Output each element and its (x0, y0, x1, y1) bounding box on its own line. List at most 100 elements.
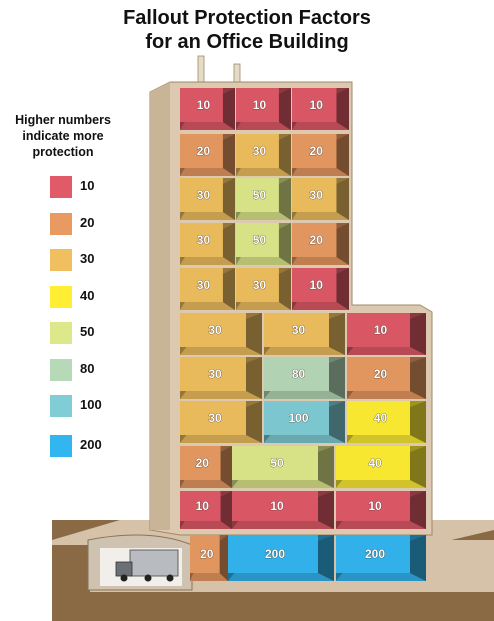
room-side-wall (329, 401, 345, 443)
room-side-wall (222, 223, 235, 265)
room-face (236, 88, 279, 122)
room-floor (264, 391, 345, 399)
legend-swatch (50, 435, 72, 457)
protection-factor-label: 200 (265, 547, 285, 561)
room-floor (336, 521, 426, 529)
protection-factor-label: 20 (197, 144, 211, 158)
room-floor (236, 168, 291, 176)
room-floor (236, 302, 291, 310)
legend-heading-line-3: protection (32, 145, 94, 159)
room-face (292, 134, 337, 168)
room-side-wall (336, 88, 349, 130)
protection-factor-label: 40 (374, 411, 388, 425)
legend-label: 50 (80, 324, 95, 339)
room-face (180, 491, 221, 521)
room-face (236, 268, 279, 302)
protection-factor-label: 10 (270, 499, 284, 513)
room-face (347, 357, 410, 391)
room-face (336, 535, 410, 573)
room-face (180, 313, 246, 347)
room-floor (232, 480, 334, 488)
legend-swatch (50, 213, 72, 235)
room-side-wall (329, 357, 345, 399)
room-floor (292, 212, 349, 220)
legend-swatch (50, 395, 72, 417)
room-floor (347, 347, 426, 355)
room-floor (180, 521, 232, 529)
protection-factor-label: 30 (253, 278, 267, 292)
protection-factor-label: 30 (208, 323, 222, 337)
room-side-wall (329, 313, 345, 355)
protection-factor-label: 10 (253, 98, 267, 112)
room-side-wall (246, 313, 262, 355)
room-side-wall (222, 88, 235, 130)
room-face (180, 357, 246, 391)
protection-factor-label: 10 (310, 278, 324, 292)
room-face (180, 178, 223, 212)
room-side-wall (410, 535, 426, 581)
room-floor (292, 122, 349, 130)
room-face (336, 491, 410, 521)
room-floor (347, 391, 426, 399)
protection-factor-label: 10 (374, 323, 388, 337)
room-floor (236, 122, 291, 130)
room-face (347, 401, 410, 435)
room-face (180, 401, 246, 435)
room-side-wall (336, 268, 349, 310)
protection-factor-label: 20 (310, 144, 324, 158)
room-face (236, 134, 279, 168)
legend-label: 20 (80, 215, 95, 230)
room-side-wall (219, 535, 228, 581)
room-face (180, 88, 223, 122)
room-side-wall (222, 178, 235, 220)
room-face (180, 446, 221, 480)
room-side-wall (336, 134, 349, 176)
protection-factor-label: 20 (374, 367, 388, 381)
room-face (228, 535, 318, 573)
protection-factor-label: 80 (292, 367, 306, 381)
room-face (180, 268, 223, 302)
protection-factor-label: 50 (253, 188, 267, 202)
room-face (236, 223, 279, 257)
room-face (292, 268, 337, 302)
room-side-wall (410, 446, 426, 488)
room-side-wall (278, 223, 291, 265)
legend-heading-line-1: Higher numbers (15, 113, 111, 127)
title-line-1: Fallout Protection Factors (123, 7, 371, 29)
room-side-wall (318, 446, 334, 488)
protection-factor-label: 30 (208, 411, 222, 425)
room-side-wall (278, 178, 291, 220)
protection-factor-label: 30 (253, 144, 267, 158)
room-face (232, 446, 318, 480)
room-face (292, 88, 337, 122)
room-face (264, 357, 329, 391)
protection-factor-label: 30 (310, 188, 324, 202)
room-side-wall (410, 313, 426, 355)
protection-factor-label: 20 (310, 233, 324, 247)
room-floor (180, 168, 235, 176)
protection-factor-label: 50 (270, 456, 284, 470)
figure-title: Fallout Protection Factors for an Office… (0, 6, 494, 54)
room-floor (236, 257, 291, 265)
room-side-wall (318, 491, 334, 529)
room-face (180, 223, 223, 257)
room-side-wall (246, 401, 262, 443)
room-floor (292, 302, 349, 310)
protection-factor-label: 20 (196, 456, 210, 470)
legend-label: 100 (80, 397, 102, 412)
room-side-wall (410, 491, 426, 529)
room-side-wall (220, 446, 232, 488)
room-side-wall (278, 134, 291, 176)
room-side-wall (278, 88, 291, 130)
room-side-wall (222, 268, 235, 310)
legend-swatch (50, 176, 72, 198)
room-side-wall (410, 401, 426, 443)
room-floor (190, 573, 228, 581)
room-side-wall (336, 223, 349, 265)
protection-factor-label: 30 (197, 278, 211, 292)
truck-icon (129, 549, 179, 577)
room-floor (180, 347, 262, 355)
legend-swatch (50, 359, 72, 381)
protection-factor-label: 10 (196, 499, 210, 513)
room-face (180, 134, 223, 168)
